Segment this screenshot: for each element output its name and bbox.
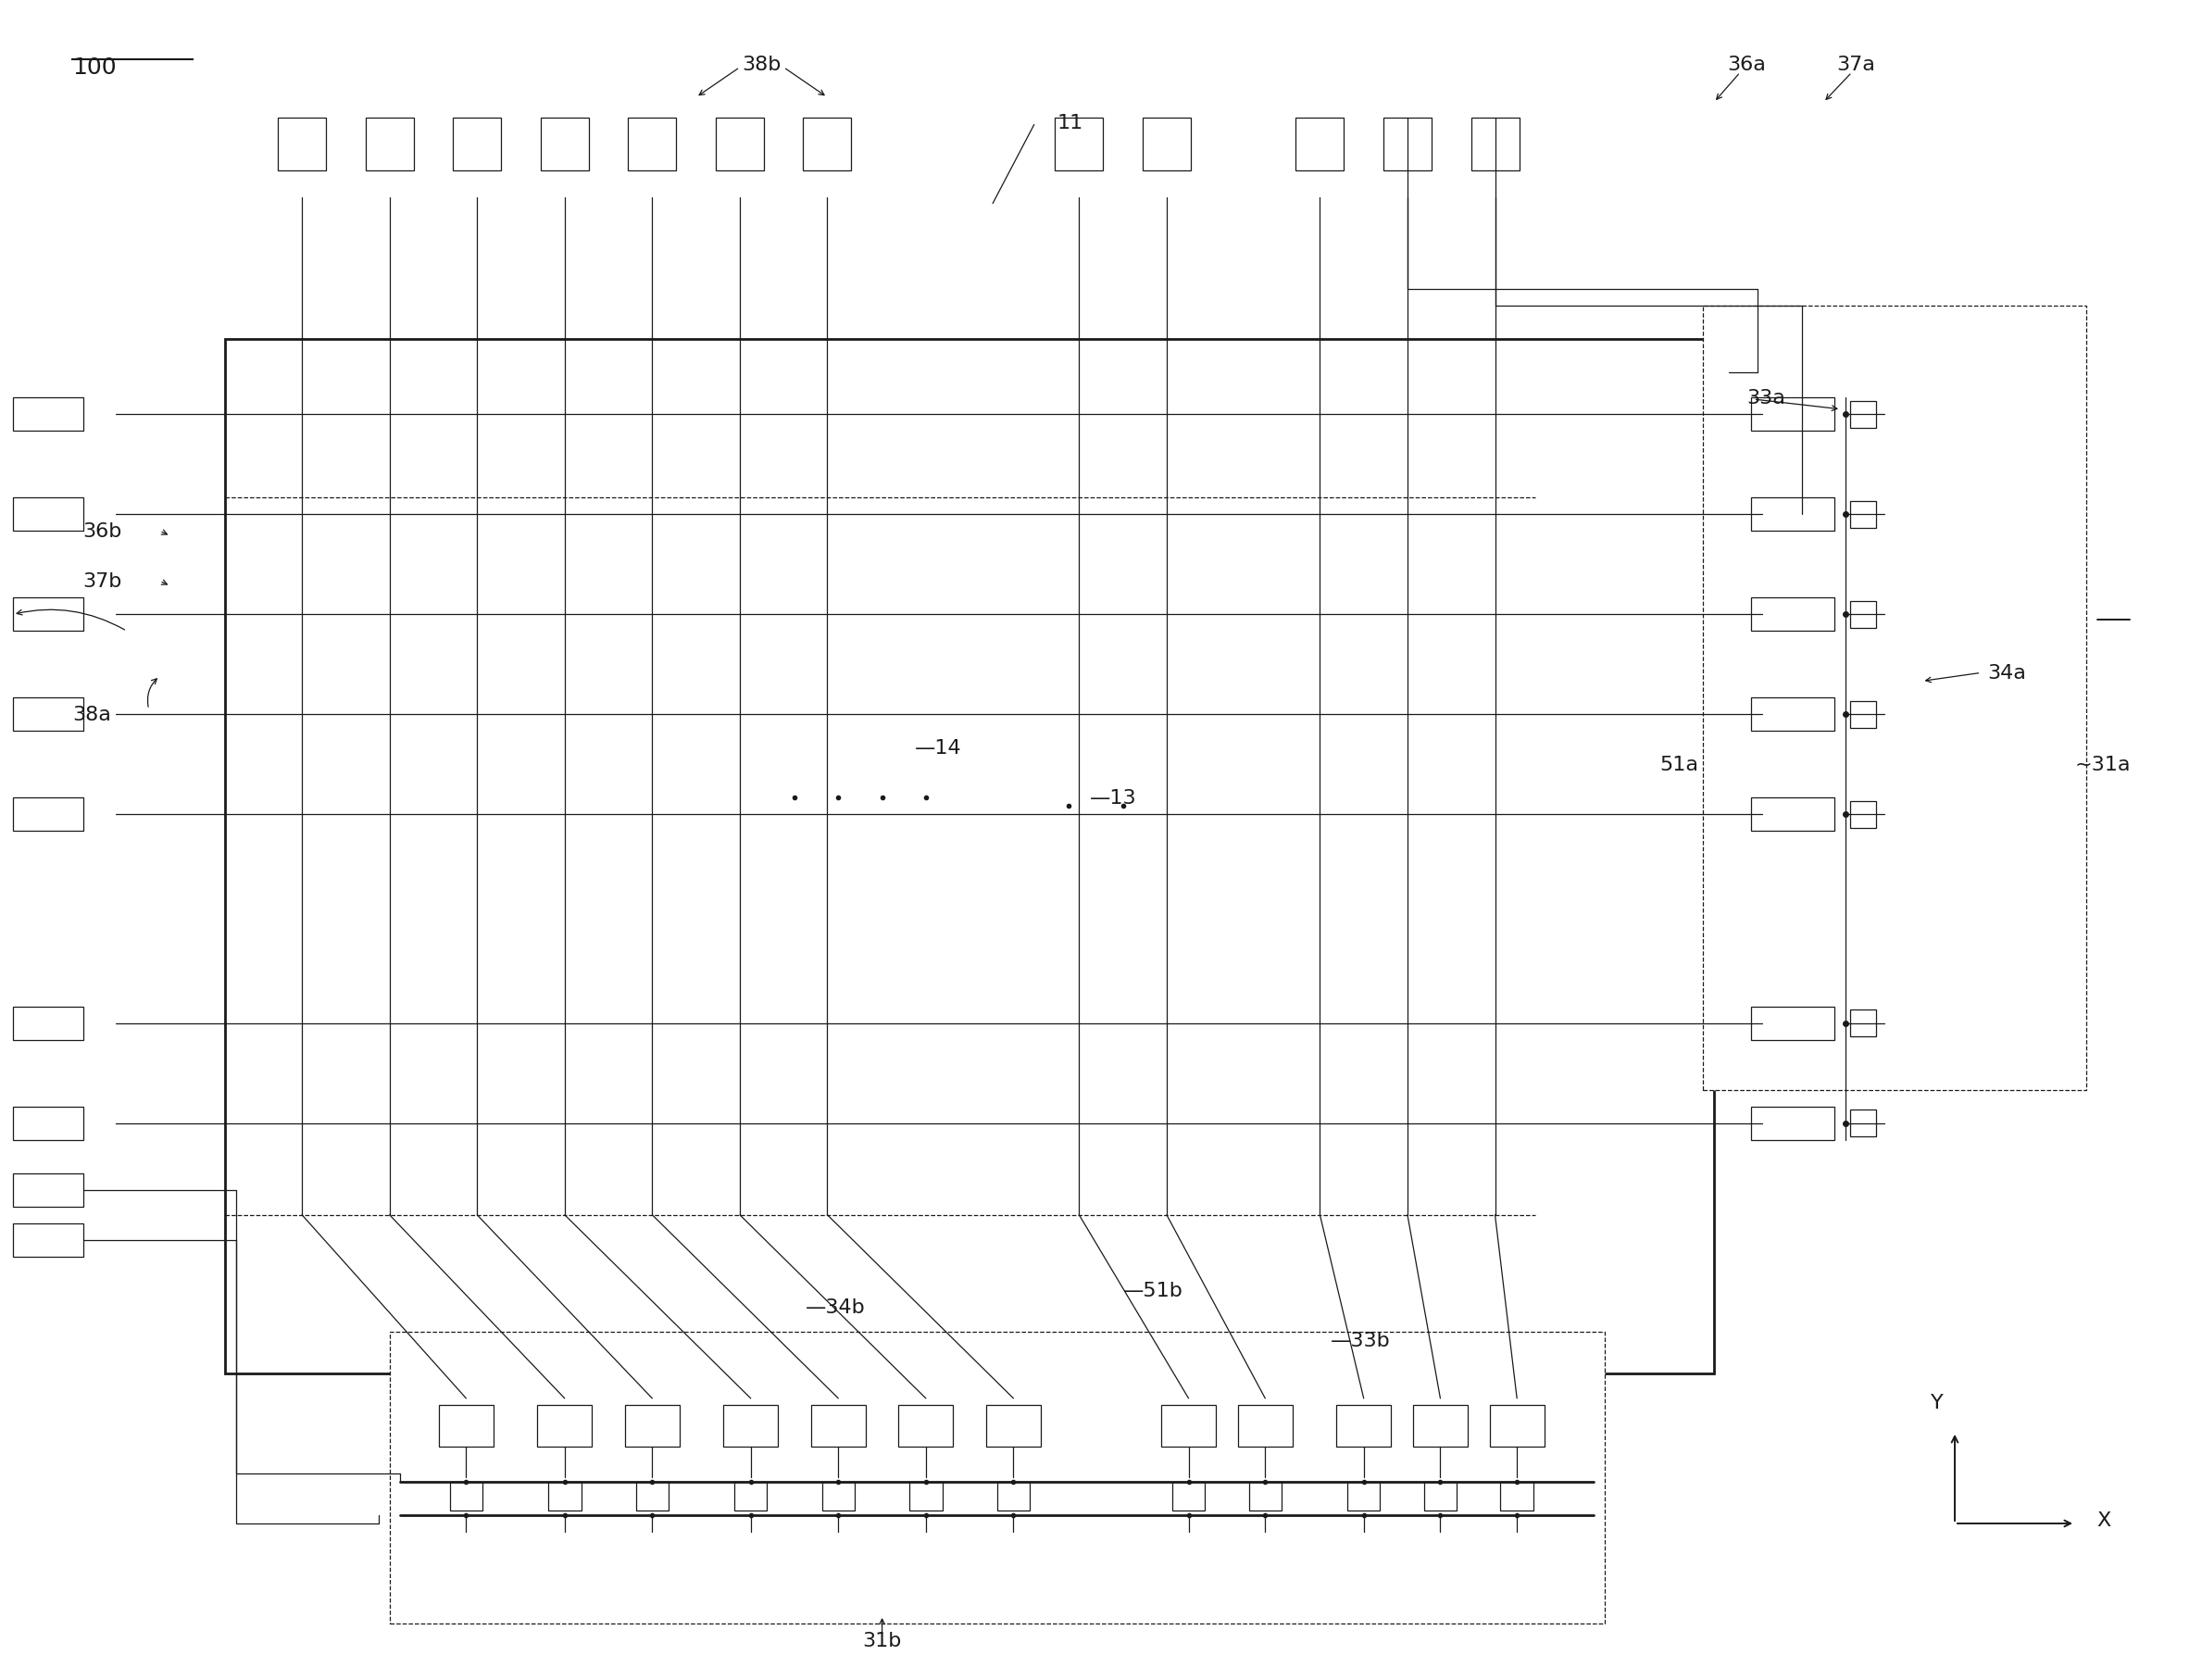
Bar xyxy=(998,1482,1031,1510)
Bar xyxy=(1751,398,1834,432)
Bar xyxy=(366,118,414,171)
Bar xyxy=(1055,118,1103,171)
Bar xyxy=(1238,1404,1293,1446)
Bar xyxy=(1489,1404,1544,1446)
Bar xyxy=(13,1173,84,1206)
Bar xyxy=(1850,402,1876,428)
Bar xyxy=(1249,1482,1282,1510)
Bar xyxy=(810,1404,865,1446)
Bar xyxy=(13,598,84,632)
Bar xyxy=(13,798,84,832)
Bar xyxy=(1348,1482,1381,1510)
Bar xyxy=(636,1482,669,1510)
Bar xyxy=(1850,1010,1876,1037)
Bar xyxy=(1337,1404,1392,1446)
Bar xyxy=(537,1404,592,1446)
Bar xyxy=(821,1482,854,1510)
Bar xyxy=(13,499,84,531)
Text: Y: Y xyxy=(1931,1393,1944,1411)
Bar xyxy=(13,398,84,432)
Bar xyxy=(804,118,852,171)
Text: —34b: —34b xyxy=(806,1297,865,1315)
Text: 37a: 37a xyxy=(1836,55,1876,74)
Bar xyxy=(1751,598,1834,632)
Bar xyxy=(438,1404,493,1446)
Bar xyxy=(390,1332,1605,1623)
Bar xyxy=(1425,1482,1458,1510)
Text: 38b: 38b xyxy=(742,55,782,74)
Bar xyxy=(1751,699,1834,731)
Bar xyxy=(539,118,588,171)
Bar xyxy=(1143,118,1191,171)
Text: 34a: 34a xyxy=(1988,664,2026,682)
Bar xyxy=(225,339,1713,1374)
Bar xyxy=(1751,1006,1834,1040)
Bar xyxy=(449,1482,482,1510)
Bar xyxy=(1751,1107,1834,1141)
Bar xyxy=(628,118,676,171)
Bar xyxy=(1751,499,1834,531)
Bar xyxy=(733,1482,766,1510)
Bar xyxy=(1850,1110,1876,1137)
Bar xyxy=(13,1223,84,1257)
Text: 11: 11 xyxy=(1057,114,1083,133)
Bar xyxy=(1702,306,2085,1090)
Bar xyxy=(1160,1404,1216,1446)
Bar xyxy=(1383,118,1431,171)
Bar xyxy=(909,1482,942,1510)
Text: —14: —14 xyxy=(914,739,962,758)
Bar xyxy=(1850,801,1876,828)
Text: 33a: 33a xyxy=(1746,390,1786,408)
Bar xyxy=(1500,1482,1533,1510)
Bar xyxy=(1751,798,1834,832)
Text: 36a: 36a xyxy=(1726,55,1766,74)
Bar xyxy=(454,118,502,171)
Text: 37b: 37b xyxy=(84,573,123,591)
Bar xyxy=(1850,702,1876,729)
Bar xyxy=(1171,1482,1204,1510)
Text: ~31a: ~31a xyxy=(2074,756,2132,774)
Text: X: X xyxy=(2096,1510,2112,1529)
Text: —51b: —51b xyxy=(1123,1280,1182,1299)
Bar xyxy=(716,118,764,171)
Bar xyxy=(1850,502,1876,528)
Bar xyxy=(13,699,84,731)
Bar xyxy=(13,1107,84,1141)
Bar xyxy=(724,1404,777,1446)
Text: —33b: —33b xyxy=(1330,1331,1392,1349)
Text: —13: —13 xyxy=(1090,790,1136,808)
Bar xyxy=(986,1404,1042,1446)
Bar xyxy=(1471,118,1519,171)
Bar xyxy=(13,1006,84,1040)
Bar xyxy=(1850,601,1876,628)
Bar xyxy=(277,118,326,171)
Text: 31b: 31b xyxy=(863,1631,901,1650)
Bar xyxy=(1295,118,1343,171)
Bar xyxy=(1414,1404,1469,1446)
Bar xyxy=(898,1404,953,1446)
Text: 51a: 51a xyxy=(1660,756,1698,774)
Bar xyxy=(548,1482,581,1510)
Text: 38a: 38a xyxy=(73,706,110,724)
Text: 36b: 36b xyxy=(84,522,123,541)
Bar xyxy=(625,1404,680,1446)
Text: 100: 100 xyxy=(73,57,117,79)
